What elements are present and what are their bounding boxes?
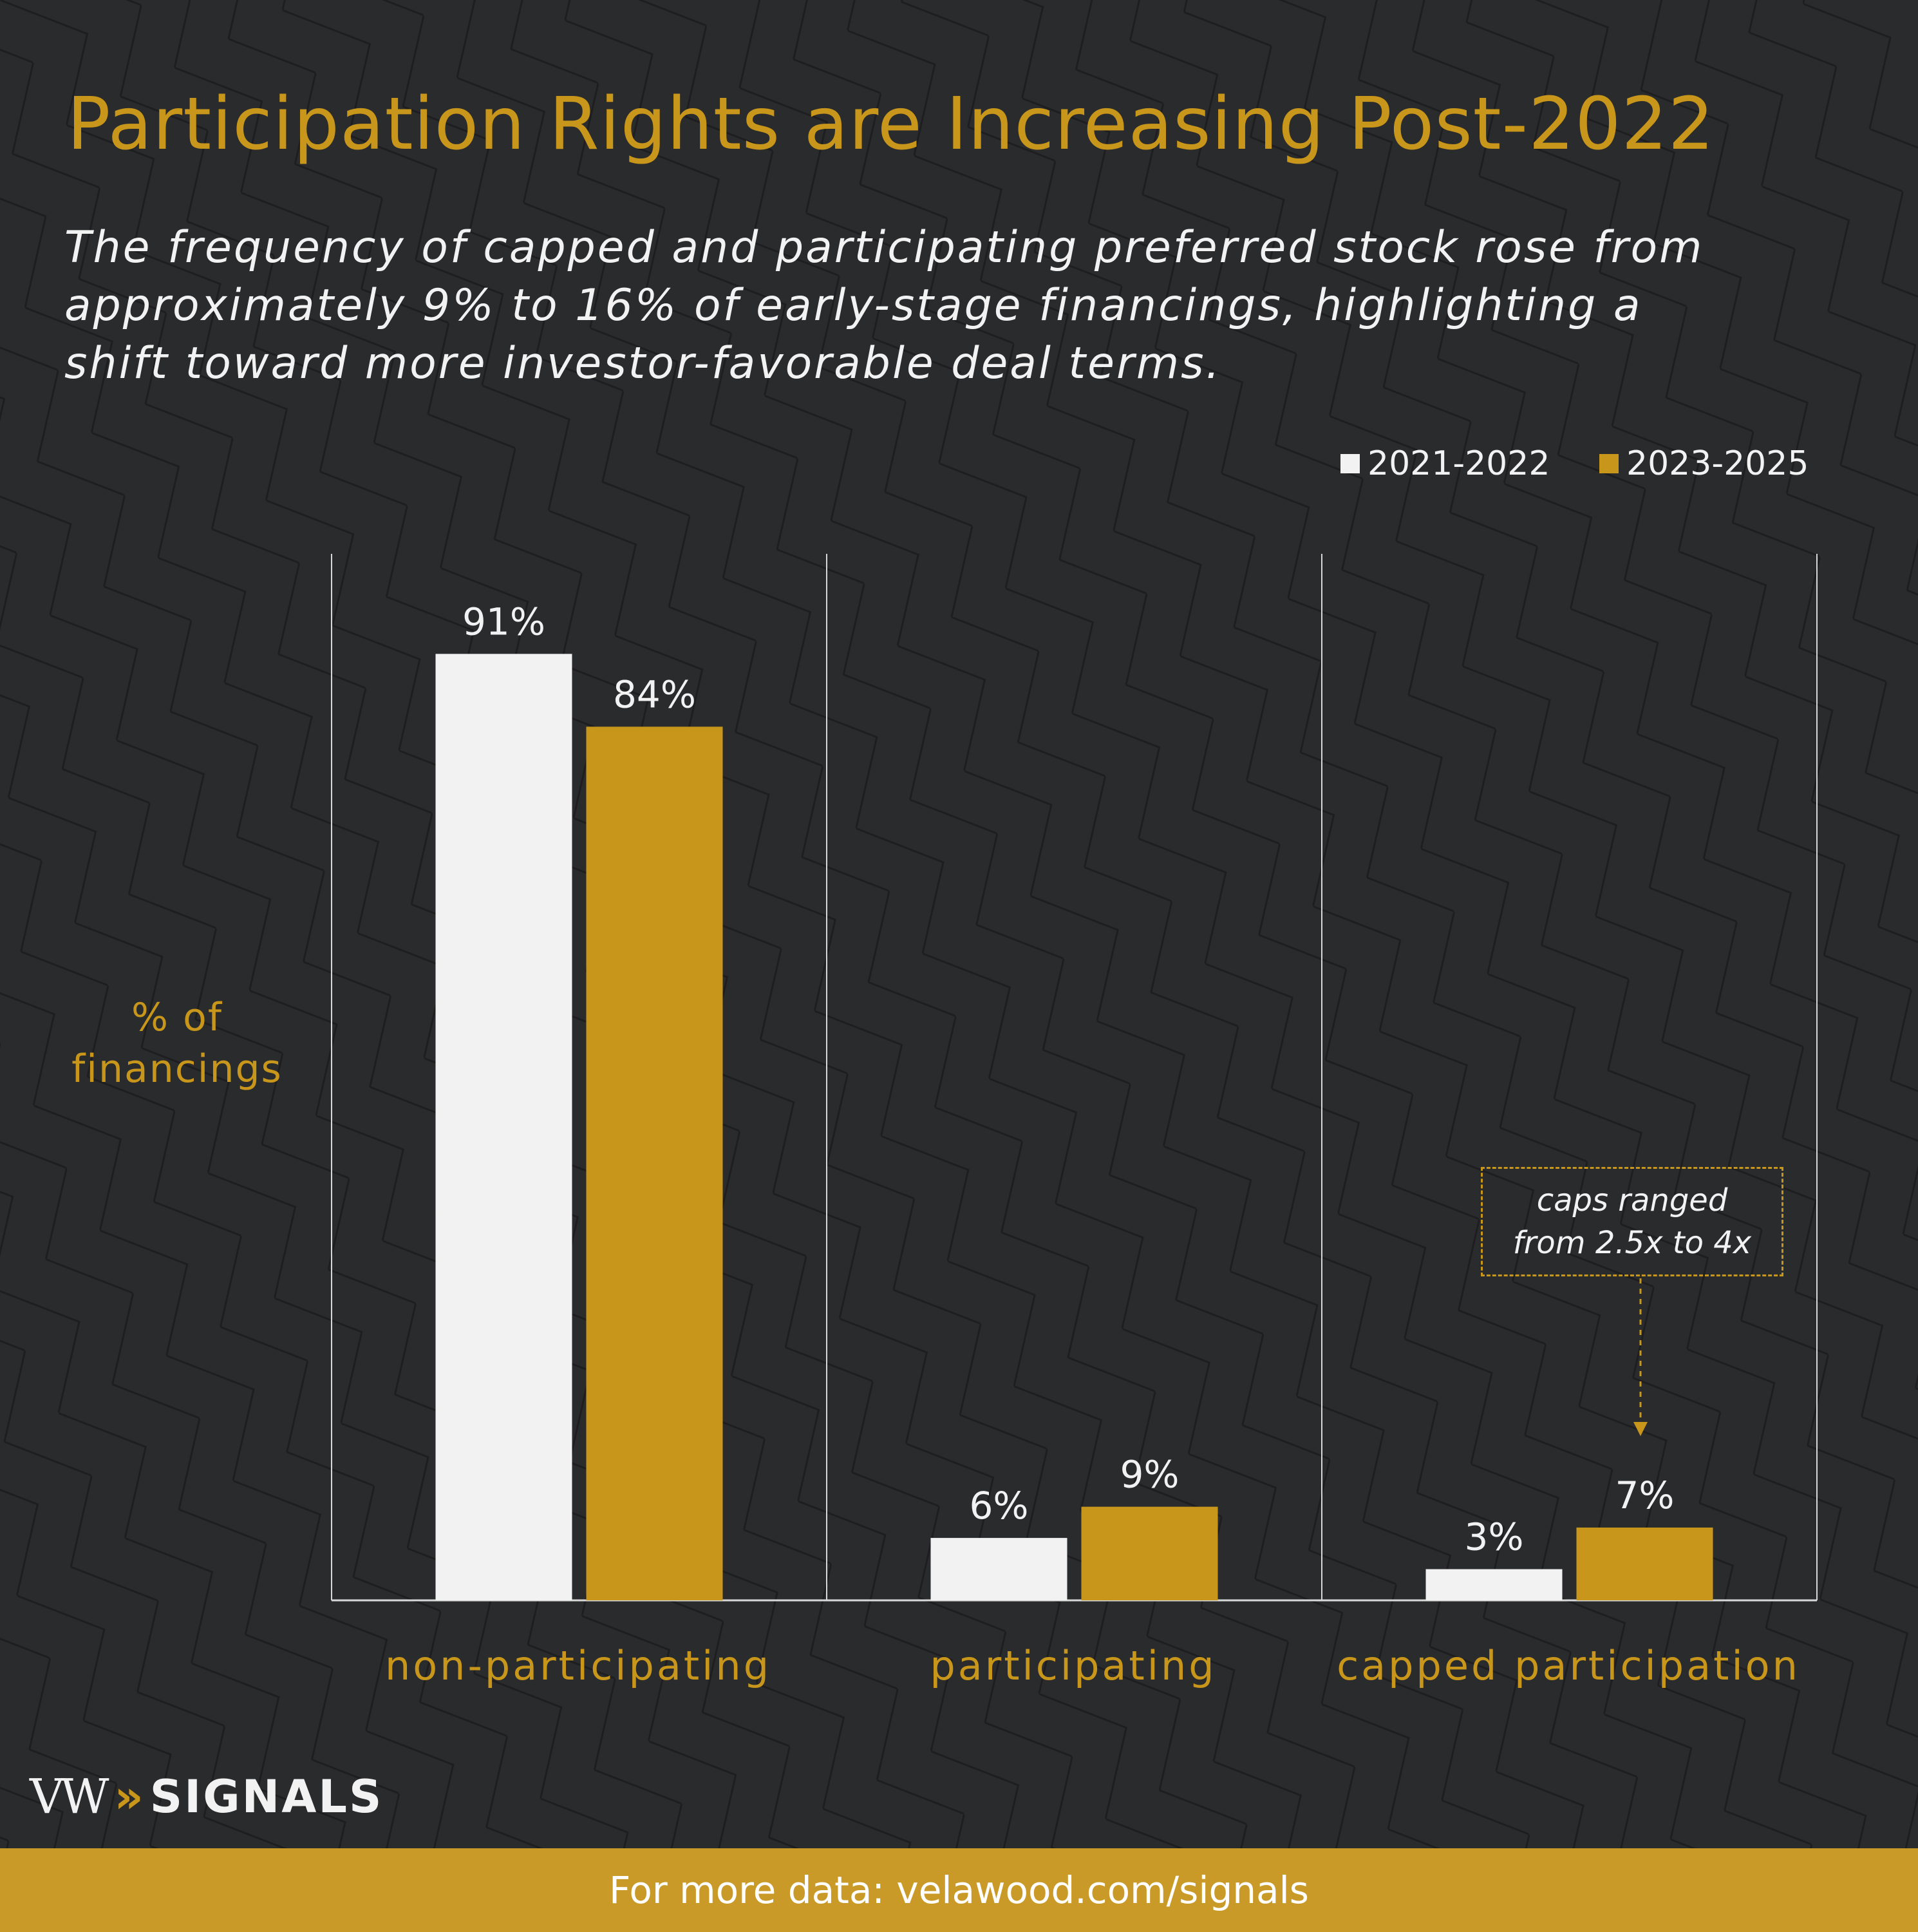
data-label: 6% — [969, 1484, 1028, 1528]
bar-2023-2025 — [586, 726, 723, 1600]
data-label: 91% — [462, 600, 545, 643]
y-axis-label: % of financings — [45, 992, 309, 1095]
vw-signals-logo: VW » SIGNALS — [30, 1768, 383, 1826]
legend-swatch — [1599, 454, 1619, 473]
logo-signals: SIGNALS — [149, 1770, 384, 1823]
annotation-callout: caps ranged from 2.5x to 4x — [1481, 1167, 1783, 1276]
bar-2021-2022 — [930, 1538, 1067, 1600]
legend-item-2021-2022: 2021-2022 — [1340, 443, 1550, 484]
subtitle-line: approximately 9% to 16% of early-stage f… — [64, 280, 1642, 331]
y-axis-label-line: financings — [71, 1046, 283, 1092]
chevron-right-icon: » — [114, 1770, 144, 1823]
category-label-capped-participation: capped participation — [1337, 1642, 1800, 1689]
y-axis-label-line: % of — [131, 995, 223, 1040]
data-label: 3% — [1464, 1515, 1523, 1559]
data-label: 9% — [1120, 1453, 1179, 1497]
bar-2021-2022 — [1425, 1569, 1563, 1600]
data-label: 84% — [613, 672, 696, 716]
bar-2023-2025 — [1081, 1506, 1218, 1600]
chart-title: Participation Rights are Increasing Post… — [67, 82, 1715, 166]
legend-label: 2023-2025 — [1626, 444, 1809, 483]
bar-2023-2025 — [1576, 1527, 1713, 1600]
footer-link-banner[interactable]: For more data: velawood.com/signals — [0, 1848, 1918, 1932]
chart-subtitle: The frequency of capped and participatin… — [64, 219, 1867, 393]
logo-vw: VW — [30, 1769, 109, 1824]
annotation-line: caps ranged — [1536, 1182, 1728, 1218]
bar-chart: 91% 84% 6% 9% 3% 7% — [331, 554, 1818, 1602]
bar-2021-2022 — [435, 654, 572, 1600]
category-label-non-participating: non-participating — [384, 1642, 772, 1689]
legend-item-2023-2025: 2023-2025 — [1599, 443, 1809, 484]
annotation-arrow-head-icon — [1633, 1422, 1648, 1436]
data-label: 7% — [1615, 1473, 1674, 1517]
subtitle-line: The frequency of capped and participatin… — [64, 222, 1704, 273]
category-label-participating: participating — [930, 1642, 1217, 1689]
annotation-line: from 2.5x to 4x — [1512, 1225, 1752, 1261]
legend-swatch — [1340, 454, 1360, 473]
legend-label: 2021-2022 — [1368, 444, 1550, 483]
subtitle-line: shift toward more investor-favorable dea… — [64, 338, 1222, 389]
